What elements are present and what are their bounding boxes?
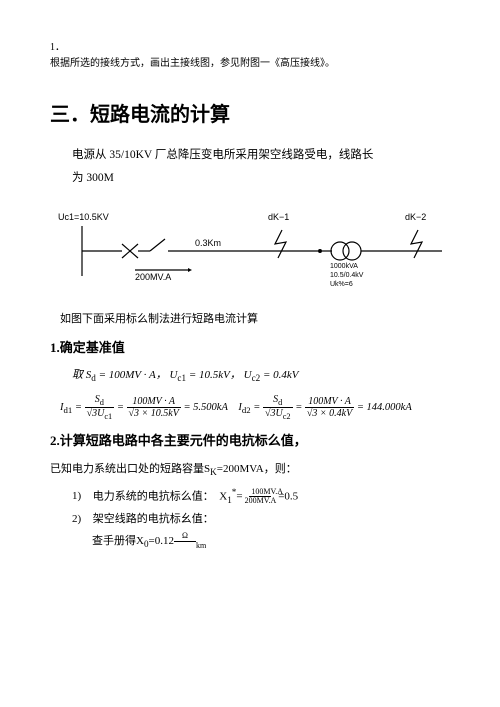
label-length: 0.3Km — [195, 238, 221, 248]
label-mva: 200MV.A — [135, 272, 171, 282]
subsection-2: 2.计算短路电路中各主要元件的电抗标么值， — [50, 431, 450, 451]
label-uc1: Uc1=10.5KV — [58, 212, 109, 222]
s2-premise: 已知电力系统出口处的短路容量SK=200MVA，则： — [50, 461, 450, 480]
header-line2: 根据所选的接线方式，画出主接线图，参见附图一《高压接线》。 — [50, 58, 335, 69]
circuit-diagram: .l { stroke:#000; stroke-width:1.2; fill… — [50, 206, 450, 301]
label-uk: Uk%=6 — [330, 281, 353, 288]
label-dk2: dK−2 — [405, 212, 426, 222]
section-heading: 三．短路电流的计算 — [50, 100, 450, 130]
list-item-1: 1) 电力系统的电抗标么值： X1*=100MV.A200MV.A=0.5 — [72, 486, 450, 508]
base-values-line: 取 Sd = 100MV · A， Uc1 = 10.5kV， Uc2 = 0.… — [72, 367, 450, 386]
label-kva: 1000kVA — [330, 263, 358, 270]
header-num: 1． — [50, 42, 65, 53]
list-item-2: 2) 架空线路的电抗标幺值： — [72, 511, 450, 528]
subsection-1: 1.确定基准值 — [50, 338, 450, 358]
label-dk1: dK−1 — [268, 212, 289, 222]
diagram-caption: 如图下面采用标么制法进行短路电流计算 — [60, 311, 450, 328]
current-calc-line: Id1 = Sd√3Uc1 = 100MV · A√3 × 10.5kV = 5… — [60, 394, 450, 421]
intro-line1: 电源从 35/10KV 厂总降压变电所采用架空线路受电，线路长 — [72, 144, 450, 167]
intro-line2: 为 300M — [72, 167, 450, 190]
list-item-2-detail: 查手册得X0=0.12Ω km — [92, 532, 450, 552]
label-ratio: 10.5/0.4kV — [330, 272, 364, 279]
